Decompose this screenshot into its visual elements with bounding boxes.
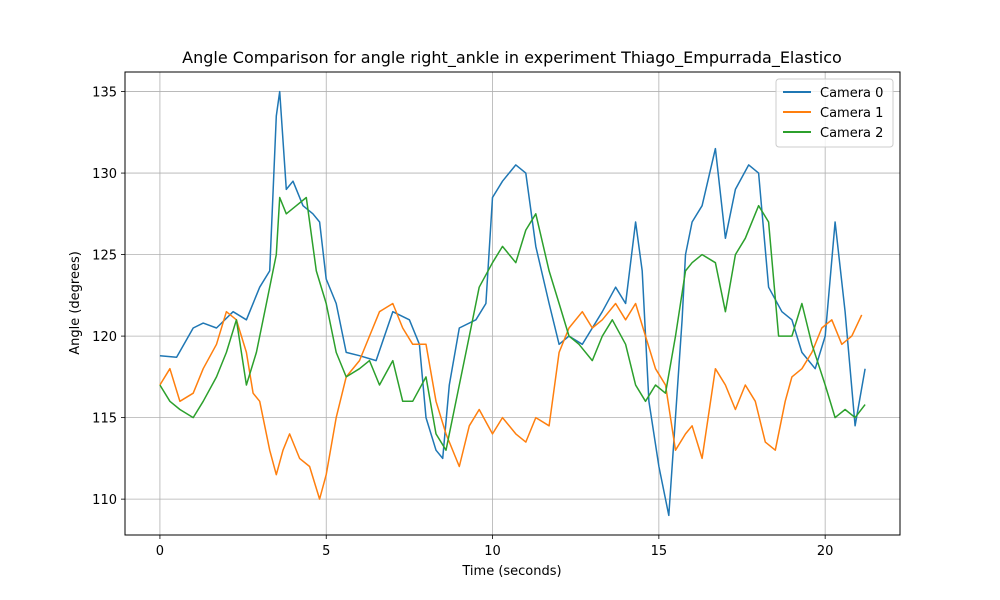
x-axis-ticks: 0 5 10 15 20 bbox=[156, 535, 834, 559]
y-tick-label: 125 bbox=[92, 249, 117, 264]
chart-legend: Camera 0 Camera 1 Camera 2 bbox=[775, 78, 894, 148]
legend-label: Camera 1 bbox=[820, 106, 883, 121]
y-tick-label: 110 bbox=[92, 493, 117, 508]
x-tick-label: 20 bbox=[817, 544, 834, 559]
y-axis-label: Angle (degrees) bbox=[68, 251, 83, 355]
x-tick-label: 15 bbox=[651, 544, 668, 559]
y-tick-label: 120 bbox=[92, 330, 117, 345]
legend-label: Camera 0 bbox=[820, 86, 883, 101]
series-line-camera-2 bbox=[159, 196, 866, 451]
plot-series bbox=[159, 90, 866, 517]
chart-title: Angle Comparison for angle right_ankle i… bbox=[182, 48, 842, 68]
x-tick-label: 0 bbox=[156, 544, 164, 559]
y-axis-ticks: 110 115 120 125 130 135 bbox=[92, 86, 125, 508]
y-tick-label: 135 bbox=[92, 86, 117, 101]
x-tick-label: 5 bbox=[322, 544, 330, 559]
legend-label: Camera 2 bbox=[820, 126, 883, 141]
y-tick-label: 115 bbox=[92, 412, 117, 427]
series-line-camera-1 bbox=[159, 302, 863, 500]
legend-box bbox=[775, 78, 894, 148]
y-tick-label: 130 bbox=[92, 167, 117, 182]
plot-area-frame bbox=[124, 71, 901, 536]
x-tick-label: 10 bbox=[484, 544, 501, 559]
x-axis-label: Time (seconds) bbox=[461, 564, 561, 579]
series-line-camera-0 bbox=[159, 90, 866, 517]
